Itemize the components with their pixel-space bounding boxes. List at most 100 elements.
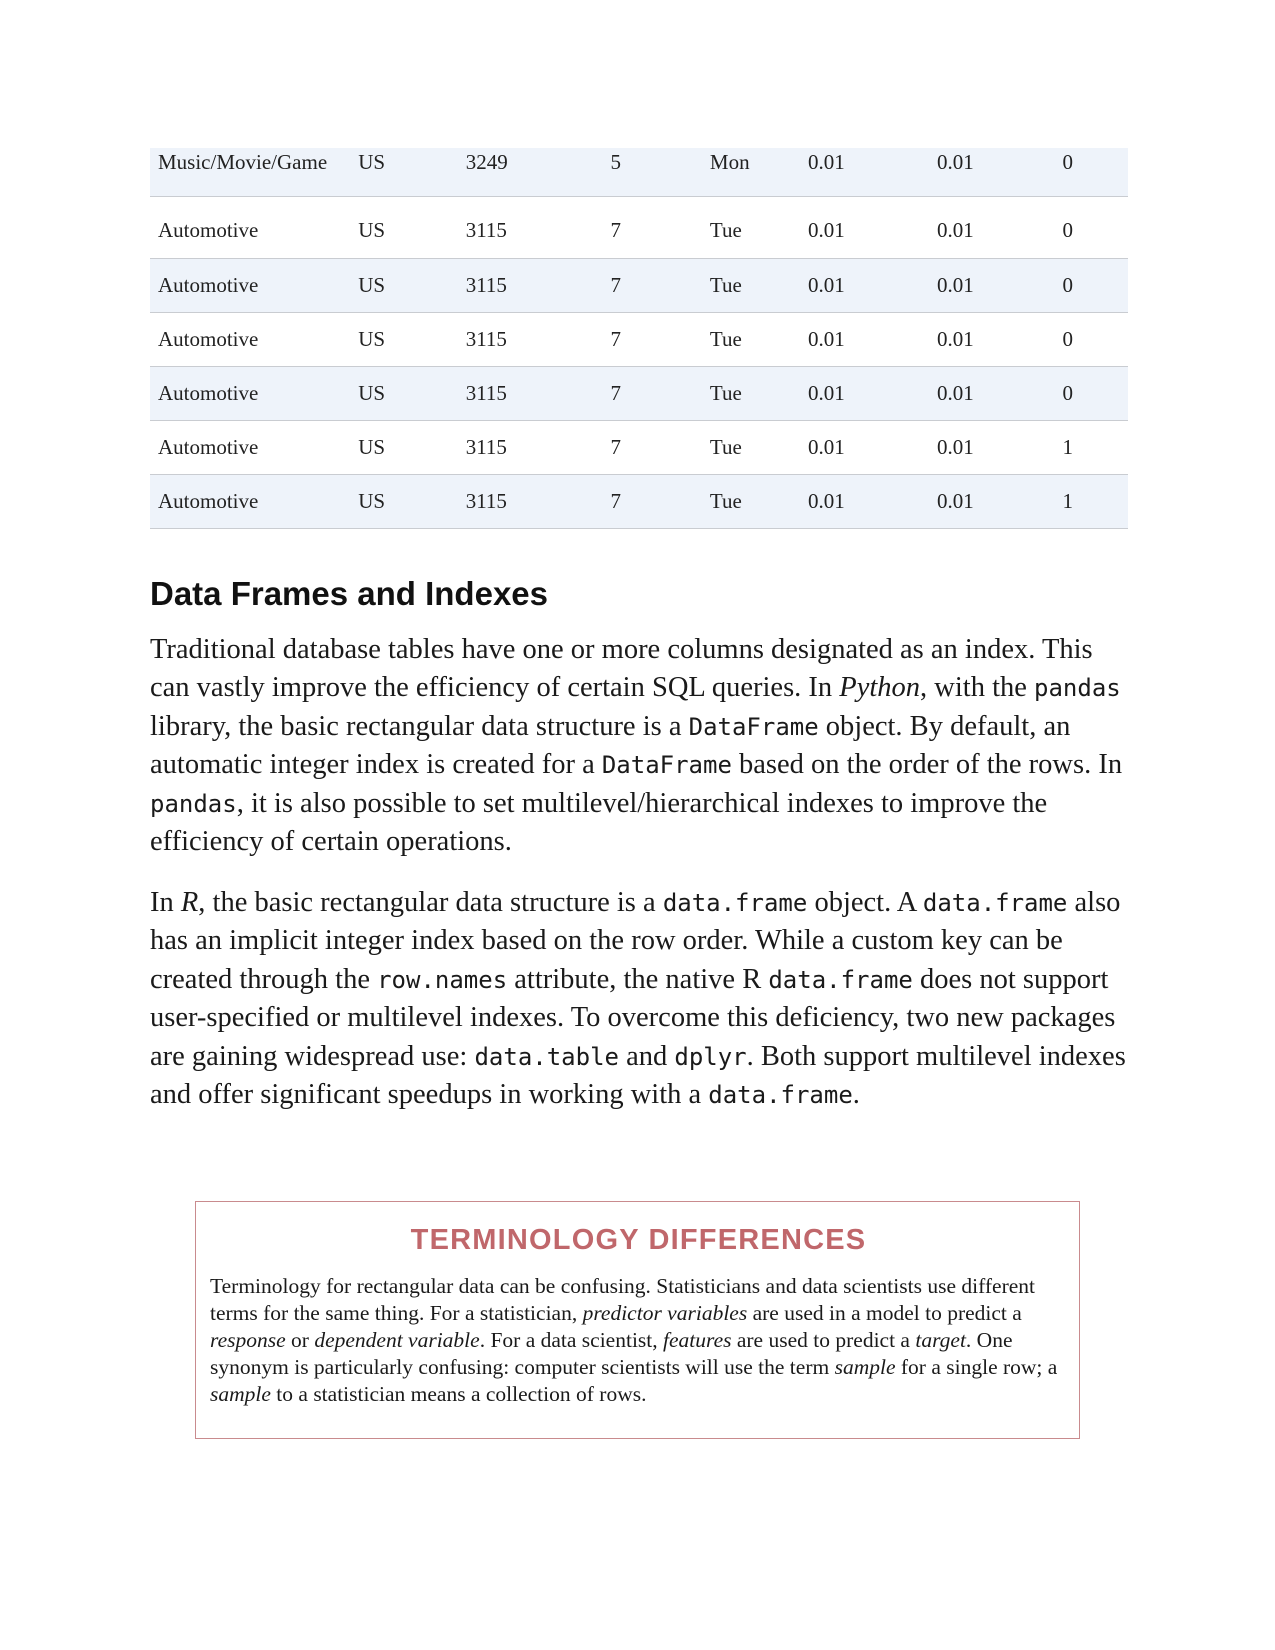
- text-span: object. A: [807, 886, 923, 918]
- table-cell: 0.01: [937, 218, 974, 243]
- sidebar-text: Terminology for rectangular data can be …: [210, 1273, 1067, 1408]
- emphasis-term: target: [915, 1328, 966, 1352]
- table-cell: 3249: [465, 150, 508, 174]
- emphasis-term: predictor variables: [582, 1301, 748, 1325]
- table-cell: 0.01: [807, 272, 845, 297]
- table-cell: 7: [610, 272, 621, 297]
- table-cell: 7: [610, 488, 621, 513]
- table-cell: 0: [1062, 326, 1073, 351]
- table-cell: 0.01: [937, 150, 974, 174]
- paragraph-python-index: Traditional database tables have one or …: [150, 631, 1128, 862]
- data-table: Music/Movie/Game US 3249 5 Mon 0.01 0.01…: [150, 148, 1128, 529]
- emphasis-term: sample: [210, 1382, 271, 1406]
- table-cell: 3115: [465, 272, 507, 297]
- table-cell: Automotive: [158, 380, 259, 405]
- code-dataframe: DataFrame: [601, 751, 732, 779]
- table-cell: Automotive: [158, 488, 259, 513]
- emphasis-term: features: [663, 1328, 732, 1352]
- table-cell: 0.01: [937, 488, 974, 513]
- emphasis-term: sample: [834, 1355, 896, 1379]
- table-cell: Mon: [709, 150, 750, 174]
- table-cell: 0.01: [937, 326, 974, 351]
- table-cell: 1: [1062, 434, 1073, 459]
- table-cell: 7: [610, 326, 621, 351]
- code-dplyr: dplyr: [674, 1042, 747, 1071]
- table-cell: 3115: [465, 380, 507, 405]
- sidebar-title: TERMINOLOGY DIFFERENCES: [410, 1224, 867, 1256]
- table-cell: 3115: [465, 218, 507, 243]
- table-cell: 7: [610, 380, 621, 405]
- text-span: based on the order of the rows. In: [731, 749, 1123, 780]
- table-spacer: [150, 196, 1128, 204]
- table-cell: Music/Movie/Game: [158, 150, 328, 174]
- code-data-frame: data.frame: [708, 1081, 853, 1109]
- code-row-names: row.names: [377, 965, 508, 994]
- text-span: are used to predict a: [731, 1328, 916, 1352]
- emphasis-python: Python: [839, 672, 921, 703]
- text-span: , the basic rectangular data structure i…: [198, 886, 663, 918]
- table-cell: 0: [1062, 272, 1073, 297]
- table-row: Automotive US 3115 7 Tue 0.01 0.01 0: [150, 312, 1128, 366]
- table-cell: Tue: [709, 380, 742, 405]
- table-cell: Automotive: [158, 272, 259, 297]
- table-cell: US: [358, 488, 386, 513]
- table-cell: Tue: [709, 218, 742, 243]
- code-pandas: pandas: [1034, 674, 1121, 702]
- table-cell: US: [358, 380, 386, 405]
- text-span: In: [150, 886, 181, 918]
- table-cell: Tue: [709, 326, 742, 351]
- paragraph-r-index: In R, the basic rectangular data structu…: [150, 884, 1128, 1115]
- text-span: Traditional database tables have one or …: [150, 633, 1093, 704]
- table-cell: 3115: [465, 326, 507, 351]
- text-span: also has an implicit integer index based…: [150, 886, 1121, 995]
- table-cell: 0.01: [937, 434, 974, 459]
- table-cell: US: [358, 434, 386, 459]
- code-data-table: data.table: [474, 1042, 619, 1071]
- table-row: Automotive US 3115 7 Tue 0.01 0.01 0: [150, 366, 1128, 420]
- table-row: Automotive US 3115 7 Tue 0.01 0.01 0: [150, 258, 1128, 312]
- emphasis-term: dependent variable: [314, 1328, 480, 1352]
- table-cell: 3115: [465, 488, 507, 513]
- table-cell: Tue: [709, 272, 742, 297]
- table-cell: US: [358, 272, 386, 297]
- table-cell: 0.01: [807, 434, 845, 459]
- code-pandas: pandas: [150, 789, 237, 818]
- text-span: , with the: [920, 672, 1035, 703]
- code-dataframe: DataFrame: [688, 712, 819, 741]
- text-span: or: [285, 1328, 315, 1352]
- text-span: are used in a model to predict a: [747, 1301, 1022, 1325]
- emphasis-r: R: [180, 886, 199, 918]
- code-data-frame: data.frame: [922, 888, 1068, 917]
- table-cell: 0.01: [937, 380, 974, 405]
- table-cell: Tue: [709, 488, 742, 513]
- text-span: library, the basic rectangular data stru…: [150, 710, 689, 742]
- text-span: . One synonym is particularly confusing:…: [210, 1328, 1013, 1379]
- table-cell: 0.01: [807, 150, 845, 174]
- text-span: and: [618, 1040, 675, 1072]
- table-cell: Automotive: [158, 434, 259, 459]
- text-span: Terminology for rectangular data can be …: [210, 1274, 1035, 1325]
- table-cell: 7: [610, 434, 621, 459]
- text-span: . For a data scientist,: [479, 1328, 664, 1352]
- table-cell: 0: [1062, 150, 1073, 174]
- table-cell: US: [358, 326, 386, 351]
- text-span: for a single row; a: [895, 1355, 1058, 1379]
- code-data-frame: data.frame: [768, 965, 913, 994]
- table-body: Music/Movie/Game US 3249 5 Mon 0.01 0.01…: [150, 148, 1128, 528]
- text-span: does not support user-specified or multi…: [150, 963, 1116, 1072]
- table-cell: 0.01: [807, 218, 845, 243]
- table-cell: 0: [1062, 380, 1073, 405]
- table-cell: US: [358, 150, 386, 174]
- text-span: , it is also possible to set multilevel/…: [150, 787, 1048, 858]
- table-cell: 1: [1062, 488, 1073, 513]
- text-span: to a statistician means a collection of …: [270, 1382, 647, 1406]
- terminology-sidebar: TERMINOLOGY DIFFERENCES Terminology for …: [195, 1201, 1080, 1439]
- table-cell: 5: [610, 150, 621, 174]
- table-cell: 7: [610, 218, 621, 243]
- page-content: Music/Movie/Game US 3249 5 Mon 0.01 0.01…: [150, 148, 1128, 1137]
- section-heading: Data Frames and Indexes: [150, 574, 548, 612]
- table-cell: Tue: [709, 434, 742, 459]
- table-cell: 0.01: [807, 488, 845, 513]
- table-cell: 0.01: [807, 380, 845, 405]
- table-row: Music/Movie/Game US 3249 5 Mon 0.01 0.01…: [150, 148, 1128, 196]
